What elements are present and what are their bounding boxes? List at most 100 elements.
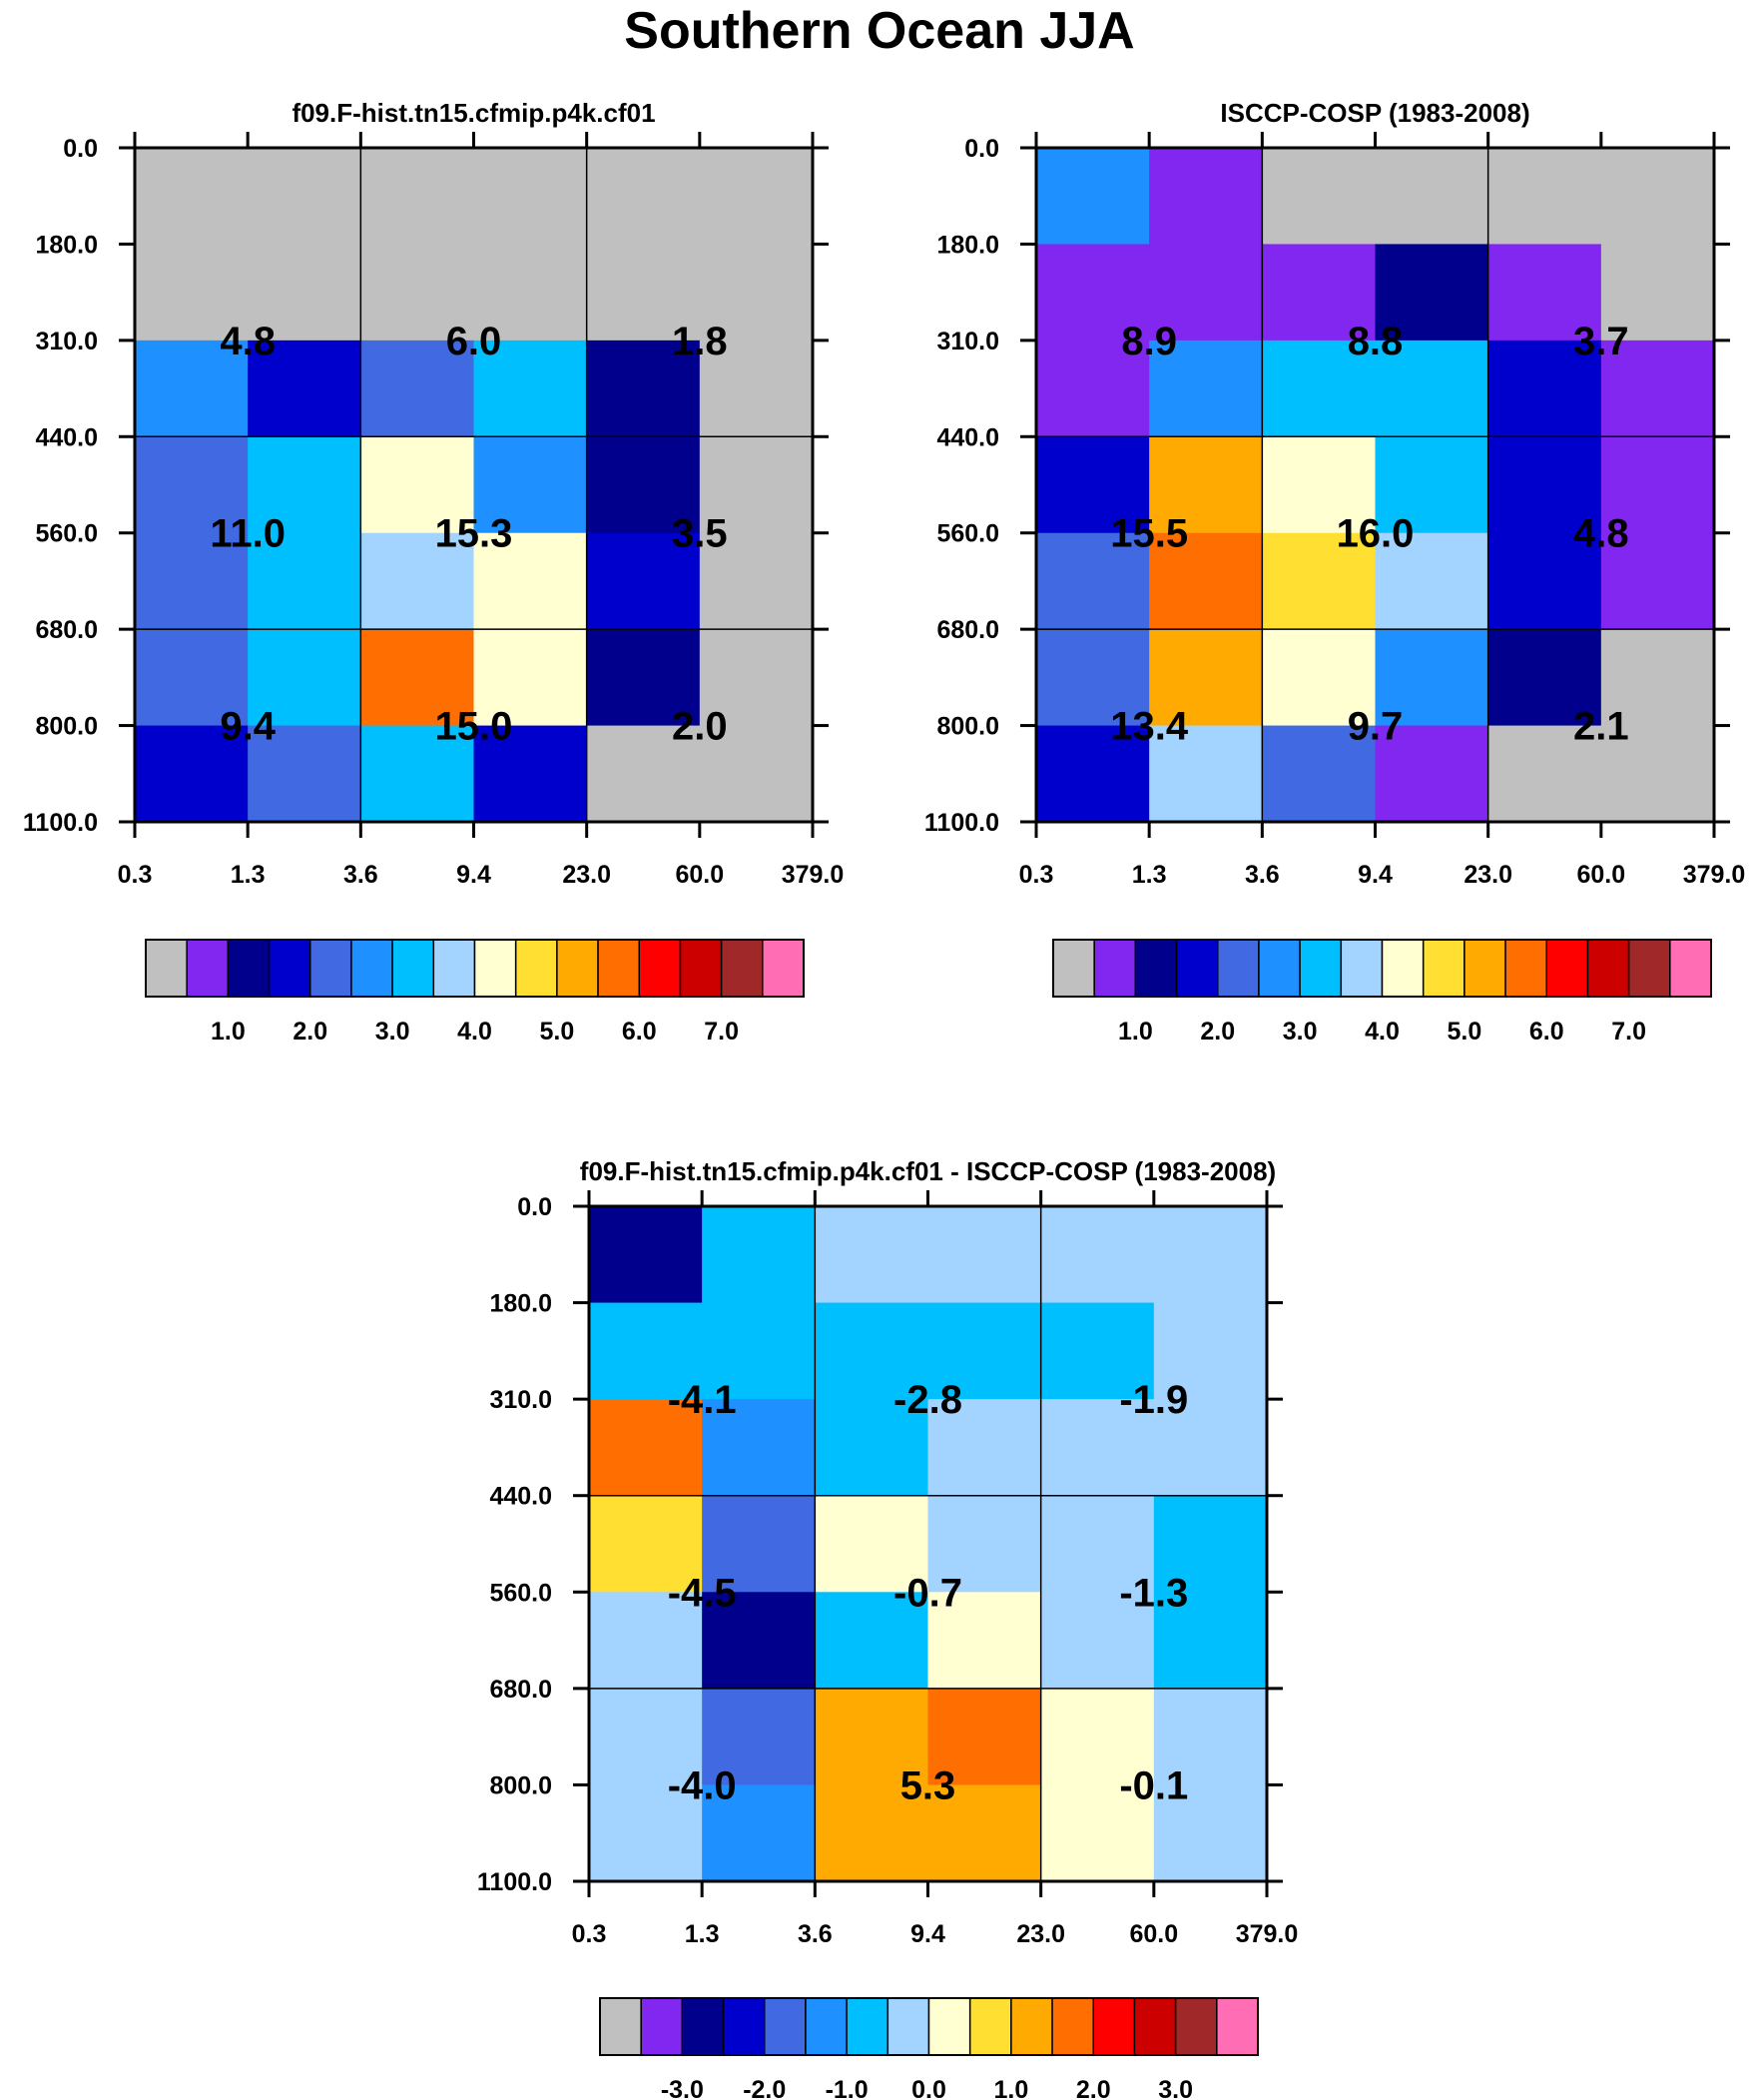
panel-title: f09.F-hist.tn15.cfmip.p4k.cf01: [292, 98, 655, 128]
colorbar-label: -3.0: [661, 2076, 704, 2100]
heatmap-cell: [1036, 244, 1150, 342]
colorbar-label: 5.0: [1447, 1018, 1481, 1046]
heatmap-cell: [360, 340, 475, 437]
heatmap-cell: [135, 725, 249, 823]
colorbar-box: [1545, 939, 1589, 998]
x-tick-label: 23.0: [1016, 1920, 1065, 1948]
colorbar-box: [846, 1997, 889, 2056]
x-tick-label: 1.3: [685, 1920, 720, 1948]
heatmap-cell: [1487, 629, 1602, 727]
heatmap-cell: [1149, 532, 1263, 630]
heatmap-cell: [815, 1592, 929, 1690]
colorbar-box: [599, 1997, 642, 2056]
y-tick-label: 310.0: [35, 328, 98, 355]
value-label: 13.4: [1110, 705, 1189, 749]
value-label: 3.7: [1573, 320, 1629, 363]
heatmap-cell: [702, 1302, 816, 1400]
value-label: 4.8: [220, 320, 276, 363]
heatmap-cell: [815, 1206, 929, 1304]
heatmap-cell: [1036, 725, 1150, 823]
heatmap-cell: [1153, 1302, 1268, 1400]
heatmap-cell: [927, 1302, 1042, 1400]
y-tick-label: 1100.0: [23, 809, 98, 837]
colorbar-box: [432, 939, 476, 998]
colorbar-box: [764, 1997, 807, 2056]
colorbar-box: [1174, 1997, 1218, 2056]
x-tick-label: 1.3: [1132, 861, 1167, 889]
heatmap-cell: [586, 532, 701, 630]
y-tick-label: 560.0: [936, 520, 999, 548]
x-tick-label: 9.4: [910, 1920, 945, 1948]
heatmap-cell: [1036, 436, 1150, 534]
heatmap-cell: [927, 1784, 1042, 1882]
heatmap-cell: [1487, 340, 1602, 437]
heatmap-cell: [1149, 725, 1263, 823]
y-tick-label: 560.0: [489, 1579, 552, 1607]
x-tick-label: 0.3: [118, 861, 153, 889]
colorbar-label: 7.0: [704, 1018, 739, 1046]
x-tick-label: 379.0: [782, 861, 845, 889]
heatmap-cell: [586, 340, 701, 437]
x-tick-label: 60.0: [1576, 861, 1625, 889]
heatmap-cell: [1149, 340, 1263, 437]
y-tick-label: 0.0: [63, 135, 98, 163]
colorbar-label: 1.0: [993, 2076, 1028, 2100]
y-tick-label: 560.0: [35, 520, 98, 548]
heatmap-cell: [589, 1495, 703, 1593]
heatmap-cell: [1040, 1688, 1155, 1786]
heatmap-cell: [815, 1495, 929, 1593]
x-tick-label: 3.6: [798, 1920, 833, 1948]
colorbar-box: [1627, 939, 1671, 998]
y-tick-label: 800.0: [489, 1771, 552, 1799]
colorbar-box: [886, 1997, 930, 2056]
heatmap-cell: [135, 340, 249, 437]
colorbar-label: 0.0: [911, 2076, 946, 2100]
value-label: 2.0: [672, 705, 728, 749]
y-tick-label: 440.0: [35, 423, 98, 451]
heatmap-cell: [360, 148, 475, 246]
heatmap-cell: [586, 725, 701, 823]
colorbar-box: [1010, 1997, 1053, 2056]
heatmap-cell: [589, 1206, 703, 1304]
heatmap-cell: [1149, 148, 1263, 246]
value-label: 9.4: [220, 705, 276, 749]
value-label: 4.8: [1573, 512, 1629, 556]
colorbar-frame: [1052, 939, 1712, 998]
heatmap-cell: [473, 532, 588, 630]
colorbar-box: [1586, 939, 1630, 998]
colorbar-box: [722, 1997, 766, 2056]
heatmap-cell: [815, 1688, 929, 1786]
heatmap-cell: [1149, 244, 1263, 342]
heatmap-cell: [135, 629, 249, 727]
heatmap-cell: [248, 148, 361, 246]
value-label: 16.0: [1337, 512, 1415, 556]
colorbar-box: [1134, 939, 1178, 998]
heatmap-cell: [927, 1399, 1042, 1497]
heatmap-cell: [473, 436, 588, 534]
colorbar-label: -1.0: [826, 2076, 869, 2100]
y-tick-label: 310.0: [936, 328, 999, 355]
heatmap-cell: [702, 1688, 816, 1786]
heatmap-panel-2: ISCCP-COSP (1983-2008) 8.9 8.8 3.7 15.5 16.0 4…: [924, 98, 1745, 1046]
colorbar-box: [473, 939, 517, 998]
heatmap-cell: [1040, 1495, 1155, 1593]
heatmap-cell: [702, 1399, 816, 1497]
x-tick-label: 3.6: [343, 861, 378, 889]
y-tick-label: 1100.0: [924, 809, 999, 837]
heatmap-cell: [1262, 244, 1377, 342]
heatmap-cell: [1040, 1206, 1155, 1304]
heatmap-cell: [248, 436, 361, 534]
colorbar: 1.0 2.0 3.0 4.0 5.0 6.0 7.0: [1052, 939, 1712, 1046]
heatmap-cell: [1149, 436, 1263, 534]
colorbar-label: 1.0: [1118, 1018, 1153, 1046]
heatmap-cell: [360, 532, 475, 630]
heatmap-cell: [699, 340, 814, 437]
panel-title: f09.F-hist.tn15.cfmip.p4k.cf01 - ISCCP-C…: [580, 1156, 1276, 1186]
colorbar-box: [227, 939, 271, 998]
colorbar-box: [681, 1997, 725, 2056]
heatmap-cell: [1036, 340, 1150, 437]
heatmap-cell: [815, 1302, 929, 1400]
heatmap-cell: [1153, 1688, 1268, 1786]
value-label: 3.5: [672, 512, 728, 556]
colorbar: 1.0 2.0 3.0 4.0 5.0 6.0 7.0: [145, 939, 805, 1046]
